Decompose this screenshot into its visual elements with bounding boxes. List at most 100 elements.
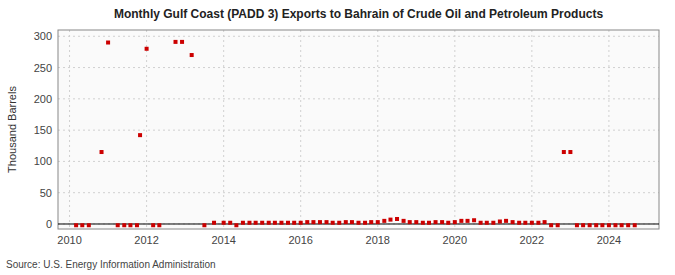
point	[543, 220, 547, 224]
point	[116, 223, 120, 227]
points	[74, 40, 637, 227]
y-tick-label: 50	[40, 187, 52, 199]
point	[620, 223, 624, 227]
x-grid-line	[454, 30, 455, 229]
point	[556, 223, 560, 227]
point	[421, 221, 425, 225]
point	[581, 223, 585, 227]
y-grid-line	[58, 98, 659, 99]
y-grid-line	[58, 192, 659, 193]
point	[613, 223, 617, 227]
point	[376, 220, 380, 224]
point	[382, 219, 386, 223]
point	[568, 150, 572, 154]
point	[299, 221, 303, 225]
point	[523, 221, 527, 225]
point	[498, 219, 502, 223]
y-tick-label: 100	[34, 155, 52, 167]
plot-background	[58, 30, 659, 229]
point	[357, 221, 361, 225]
point	[511, 220, 515, 224]
x-grid-line	[531, 30, 532, 229]
point	[600, 223, 604, 227]
x-grid-line	[377, 30, 378, 229]
point	[607, 223, 611, 227]
point	[305, 220, 309, 224]
point	[87, 223, 91, 227]
point	[459, 219, 463, 223]
source-note: Source: U.S. Energy Information Administ…	[6, 259, 216, 270]
plot-frame	[58, 30, 659, 229]
point	[180, 40, 184, 44]
x-tick-label: 2016	[288, 234, 312, 246]
point	[446, 221, 450, 225]
point	[292, 221, 296, 225]
point	[331, 221, 335, 225]
point	[588, 223, 592, 227]
x-tick-label: 2012	[134, 234, 158, 246]
y-tick-label: 200	[34, 93, 52, 105]
x-tick-label: 2020	[443, 234, 467, 246]
point	[466, 219, 470, 223]
point	[190, 53, 194, 57]
point	[491, 221, 495, 225]
point	[318, 220, 322, 224]
point	[241, 221, 245, 225]
point	[128, 223, 132, 227]
point	[575, 223, 579, 227]
point	[80, 223, 84, 227]
point	[74, 223, 78, 227]
y-tick-label: 0	[46, 218, 52, 230]
x-grid-line	[223, 30, 224, 229]
point	[311, 220, 315, 224]
point	[536, 221, 540, 225]
point	[234, 223, 238, 227]
point	[247, 221, 251, 225]
point	[479, 221, 483, 225]
x-grid-line	[300, 30, 301, 229]
point	[325, 220, 329, 224]
point	[174, 40, 178, 44]
y-grid-line	[58, 36, 659, 37]
x-tick-label: 2010	[57, 234, 81, 246]
x-grid-line	[69, 30, 70, 229]
x-tick-label: 2022	[520, 234, 544, 246]
point	[273, 221, 277, 225]
point	[517, 221, 521, 225]
point	[594, 223, 598, 227]
point	[434, 220, 438, 224]
x-tick-label: 2024	[597, 234, 621, 246]
y-tick-label: 250	[34, 62, 52, 74]
point	[440, 220, 444, 224]
y-grid-line	[58, 130, 659, 131]
point	[549, 223, 553, 227]
point	[344, 220, 348, 224]
point	[260, 221, 264, 225]
point	[402, 219, 406, 223]
grid	[58, 30, 659, 229]
point	[254, 221, 258, 225]
point	[157, 223, 161, 227]
point	[427, 221, 431, 225]
point	[286, 221, 290, 225]
title: Monthly Gulf Coast (PADD 3) Exports to B…	[114, 7, 603, 21]
chart: 0501001502002503002010201220142016201820…	[0, 0, 675, 275]
y-tick-label: 300	[34, 30, 52, 42]
point	[633, 223, 637, 227]
point	[472, 218, 476, 222]
point	[369, 220, 373, 224]
point	[267, 221, 271, 225]
x-tick-label: 2018	[366, 234, 390, 246]
point	[135, 223, 139, 227]
point	[408, 220, 412, 224]
point	[222, 221, 226, 225]
point	[626, 223, 630, 227]
point	[485, 221, 489, 225]
point	[212, 221, 216, 225]
point	[337, 221, 341, 225]
point	[228, 221, 232, 225]
x-grid-line	[146, 30, 147, 229]
point	[388, 218, 392, 222]
y-grid-line	[58, 161, 659, 162]
x-grid-line	[608, 30, 609, 229]
